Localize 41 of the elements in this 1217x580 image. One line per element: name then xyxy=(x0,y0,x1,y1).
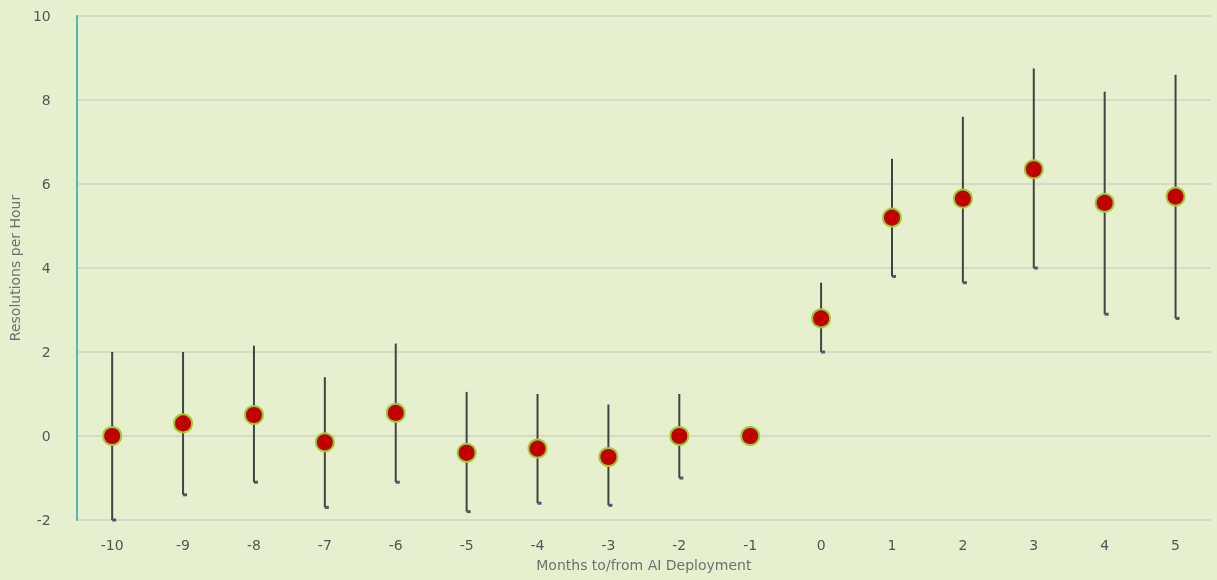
point xyxy=(1094,192,1115,213)
y-tick-label: -2 xyxy=(36,512,51,528)
point xyxy=(952,188,973,209)
x-tick-label: 1 xyxy=(887,537,897,553)
point xyxy=(669,426,690,446)
x-axis-title: Months to/from AI Deployment xyxy=(536,557,752,573)
y-tick-label: 6 xyxy=(41,176,51,192)
point xyxy=(882,207,902,228)
x-tick-label: 0 xyxy=(816,537,826,553)
x-tick-label: -4 xyxy=(530,537,545,553)
x-tick-label: -7 xyxy=(317,537,332,553)
y-tick-label: 0 xyxy=(41,428,51,444)
point xyxy=(385,402,406,423)
point xyxy=(527,438,548,459)
point xyxy=(173,413,194,434)
point xyxy=(243,405,264,425)
x-tick-label: 4 xyxy=(1100,537,1110,553)
point xyxy=(598,447,619,467)
x-tick-label: -3 xyxy=(601,537,616,553)
x-tick-label: -9 xyxy=(176,537,191,553)
point xyxy=(314,432,335,453)
y-tick-label: 8 xyxy=(41,92,51,108)
point xyxy=(102,426,123,446)
x-tick-label: -5 xyxy=(459,537,474,553)
point xyxy=(1023,159,1044,180)
y-tick-label: 2 xyxy=(41,344,51,360)
y-axis-title: Resolutions per Hour xyxy=(7,194,23,342)
x-tick-label: -1 xyxy=(743,537,758,553)
y-tick-label: 10 xyxy=(32,8,51,24)
point xyxy=(740,426,761,446)
x-tick-label: -10 xyxy=(100,537,124,553)
x-tick-label: 3 xyxy=(1029,537,1039,553)
x-tick-label: 5 xyxy=(1171,537,1181,553)
x-tick-label: 2 xyxy=(958,537,968,553)
point xyxy=(811,308,832,329)
x-tick-label: -2 xyxy=(672,537,687,553)
y-tick-label: 4 xyxy=(41,260,51,276)
x-tick-label: -6 xyxy=(388,537,403,553)
point xyxy=(456,442,477,463)
x-tick-label: -8 xyxy=(246,537,261,553)
point xyxy=(1165,186,1186,207)
